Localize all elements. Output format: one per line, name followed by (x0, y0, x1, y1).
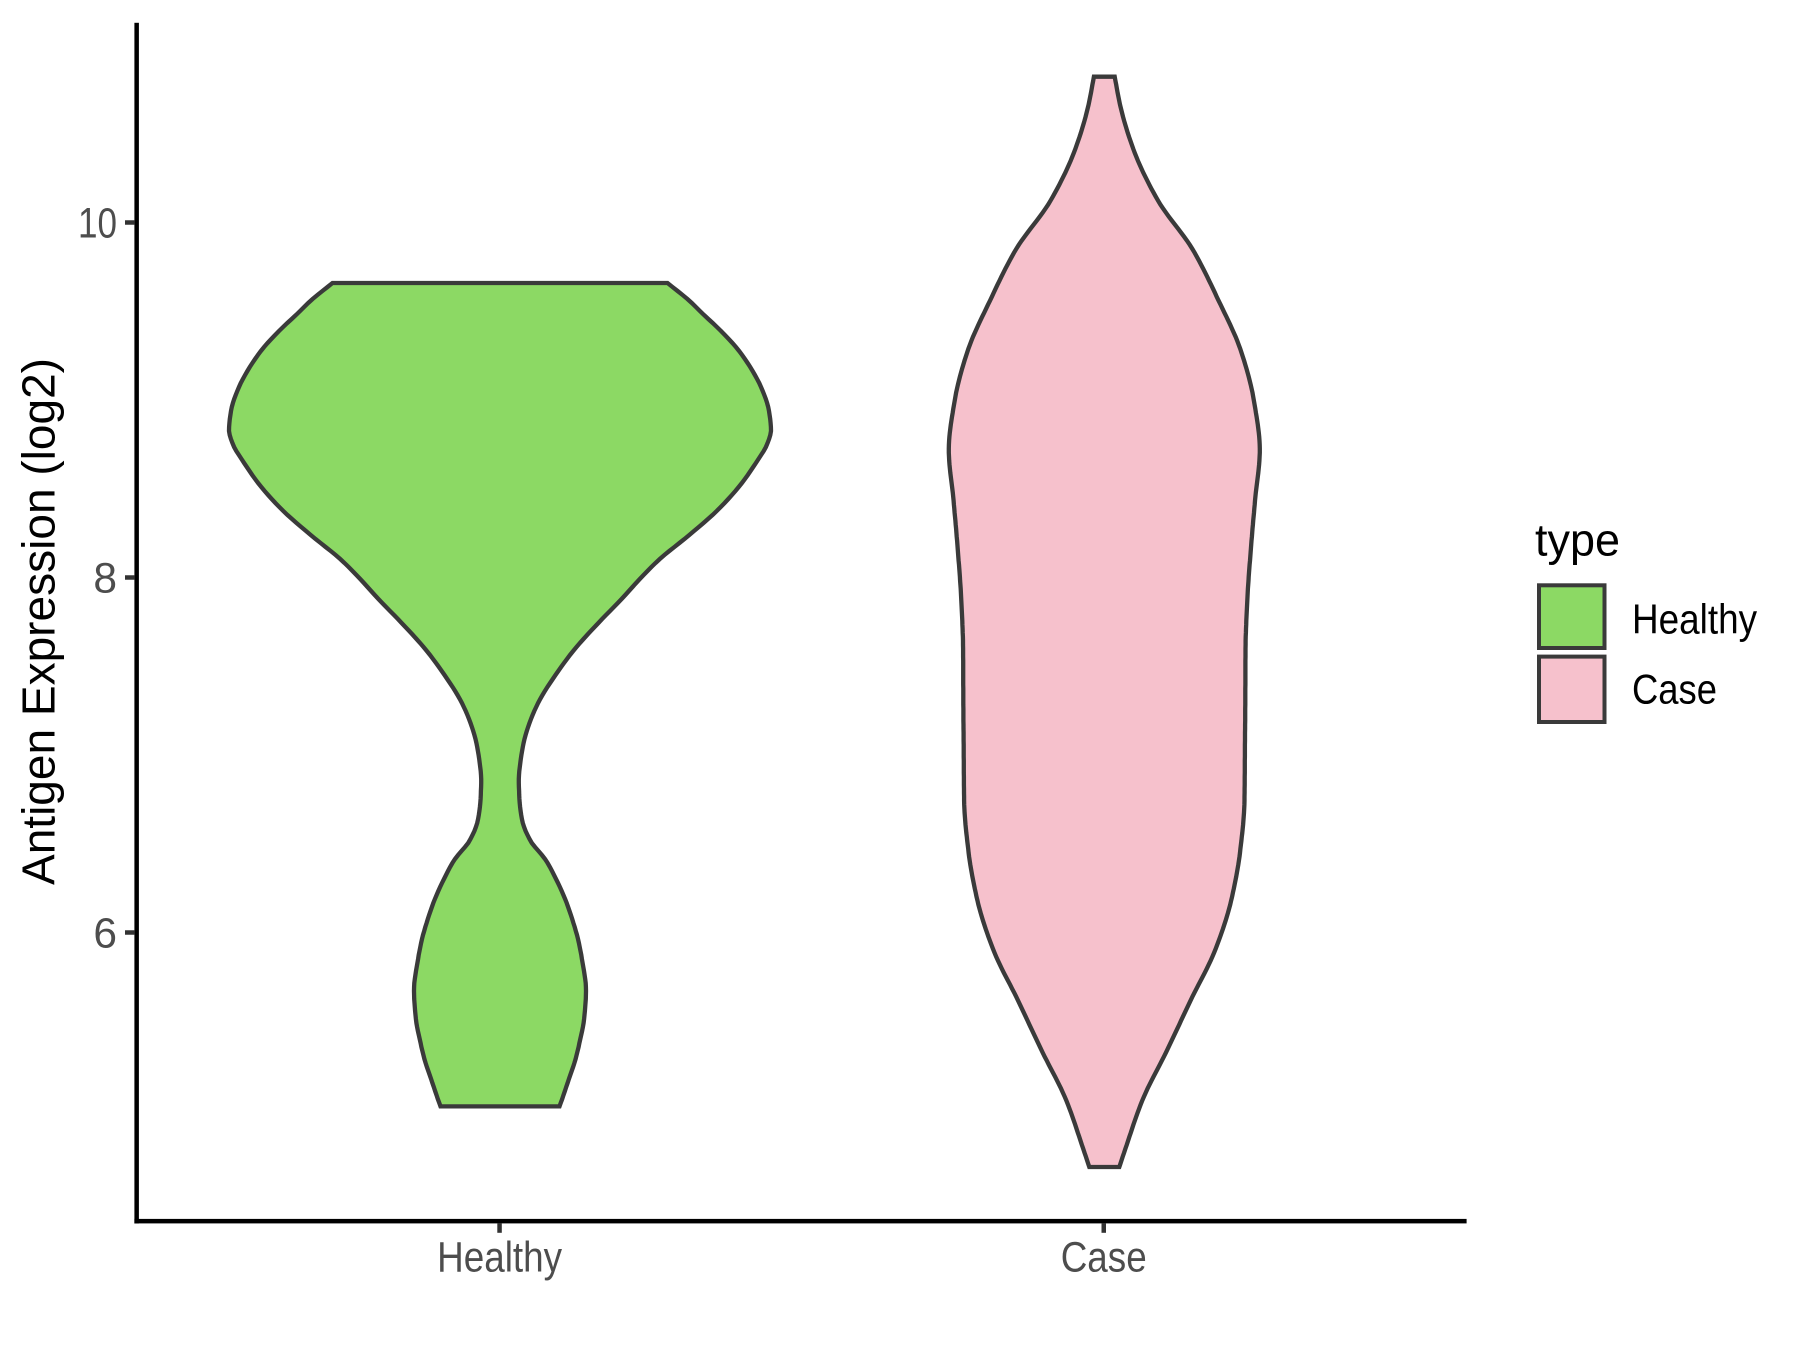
svg-text:Case: Case (1061, 1235, 1147, 1282)
svg-text:10: 10 (78, 201, 117, 248)
svg-text:type: type (1535, 515, 1620, 566)
svg-text:Antigen Expression (log2): Antigen Expression (log2) (13, 358, 65, 885)
svg-text:Healthy: Healthy (1632, 596, 1757, 643)
svg-text:8: 8 (93, 555, 117, 602)
svg-text:6: 6 (93, 910, 117, 957)
svg-text:Case: Case (1632, 666, 1717, 713)
svg-text:Healthy: Healthy (437, 1235, 563, 1282)
